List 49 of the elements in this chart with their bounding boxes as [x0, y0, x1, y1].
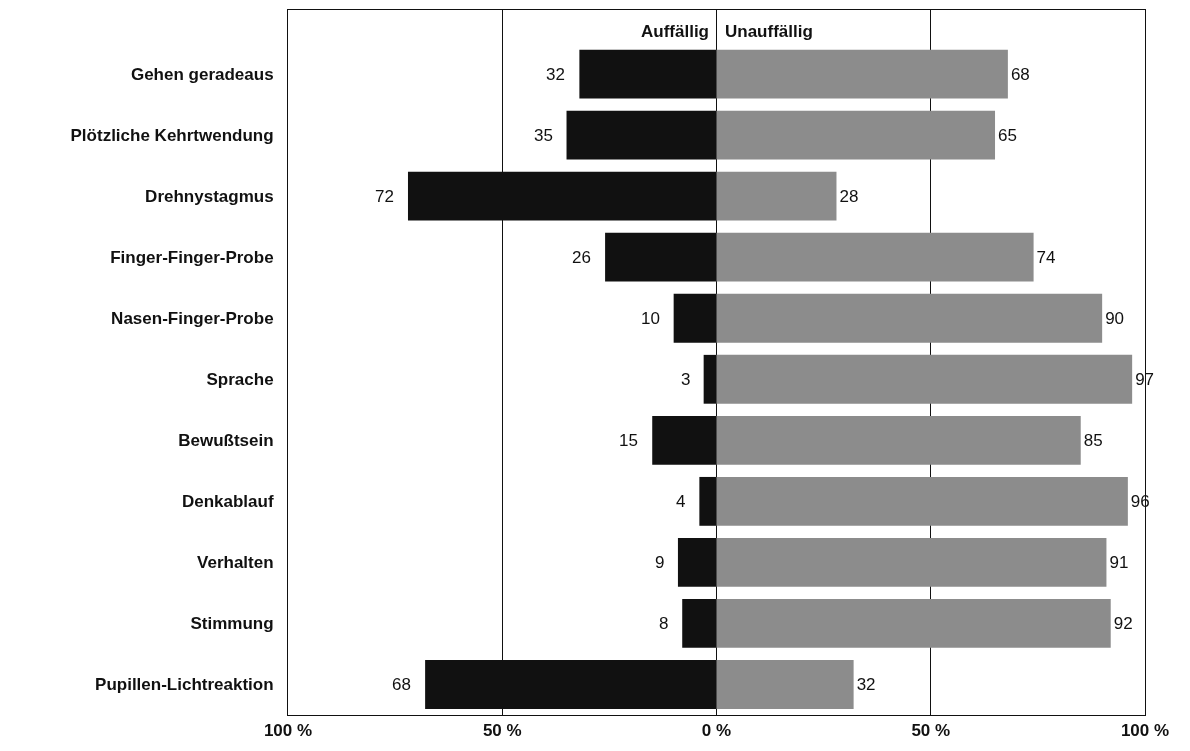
y-tick-label: Denkablauf — [181, 492, 274, 512]
y-tick-label: Pupillen-Lichtreaktion — [95, 675, 274, 695]
bar — [716, 599, 1111, 648]
y-tick-label: Finger-Finger-Probe — [110, 248, 274, 268]
data-label: 68 — [392, 675, 411, 694]
data-label: 28 — [839, 186, 859, 206]
data-label: 68 — [1010, 64, 1030, 84]
y-tick-label: Sprache — [206, 370, 274, 390]
y-tick-label: Bewußtsein — [178, 431, 274, 451]
y-tick-label: Verhalten — [197, 553, 274, 573]
data-label: 9 — [655, 553, 665, 572]
x-tick-label: 100 % — [263, 721, 313, 741]
data-label: 8 — [659, 614, 669, 633]
x-tick-label: 50 % — [482, 721, 522, 741]
data-label: 65 — [998, 125, 1017, 145]
bar — [716, 660, 854, 709]
bar — [716, 110, 996, 160]
data-label: 85 — [1083, 430, 1103, 450]
bar — [716, 537, 1107, 587]
data-label: 32 — [856, 674, 876, 694]
data-label: 91 — [1109, 552, 1129, 572]
data-label: 35 — [534, 126, 553, 145]
data-label: 74 — [1036, 247, 1056, 267]
bar — [716, 415, 1081, 465]
x-tick-label: 100 % — [1120, 721, 1170, 741]
data-label: 26 — [572, 248, 591, 267]
series-label: Auffällig — [641, 22, 709, 41]
y-tick-label: Nasen-Finger-Probe — [111, 309, 274, 329]
x-tick-label: 50 % — [911, 721, 951, 741]
bar — [716, 232, 1034, 282]
data-label: 4 — [676, 492, 686, 511]
y-tick-label: Gehen geradeaus — [130, 65, 274, 85]
x-tick-label: 0 % — [701, 721, 732, 741]
bar — [716, 476, 1128, 526]
bar — [716, 171, 837, 221]
data-label: 92 — [1113, 613, 1133, 633]
y-tick-label: Plötzliche Kehrtwendung — [70, 126, 274, 146]
data-label: 90 — [1105, 308, 1125, 328]
bar — [716, 293, 1103, 343]
data-label: 32 — [546, 65, 565, 84]
data-label: 3 — [681, 370, 691, 389]
bar — [716, 49, 1008, 99]
y-tick-label: Stimmung — [190, 614, 274, 634]
data-label: 10 — [641, 309, 660, 328]
y-tick-label: Drehnystagmus — [145, 187, 274, 207]
series-label: Unauffällig — [725, 22, 813, 41]
data-label: 15 — [619, 431, 638, 450]
bar — [716, 354, 1133, 404]
data-label: 72 — [375, 187, 394, 206]
